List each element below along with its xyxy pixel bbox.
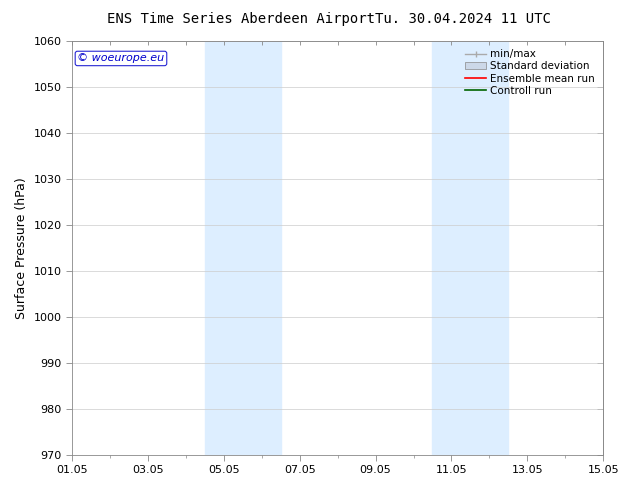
Legend: min/max, Standard deviation, Ensemble mean run, Controll run: min/max, Standard deviation, Ensemble me… xyxy=(462,46,598,99)
Text: ENS Time Series Aberdeen Airport: ENS Time Series Aberdeen Airport xyxy=(107,12,375,26)
Text: Tu. 30.04.2024 11 UTC: Tu. 30.04.2024 11 UTC xyxy=(375,12,551,26)
Text: © woeurope.eu: © woeurope.eu xyxy=(77,53,165,64)
Bar xyxy=(432,41,508,455)
Y-axis label: Surface Pressure (hPa): Surface Pressure (hPa) xyxy=(15,177,28,318)
Bar xyxy=(205,41,281,455)
